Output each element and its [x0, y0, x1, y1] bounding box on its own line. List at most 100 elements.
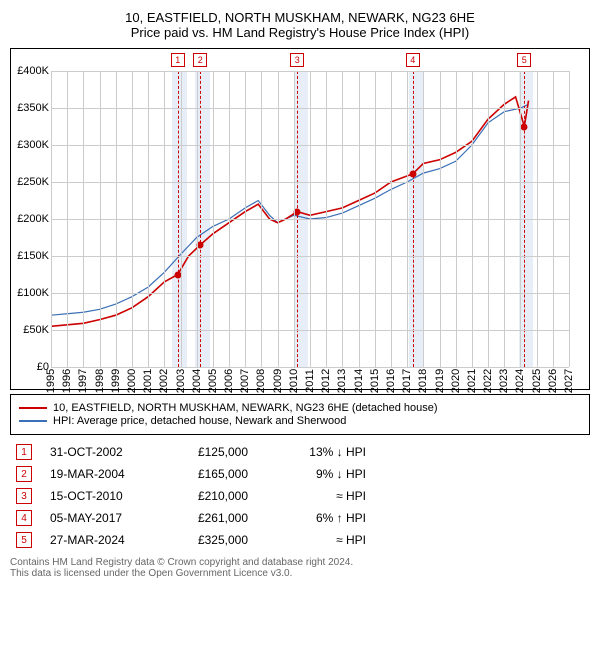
row-marker: 3	[16, 488, 32, 504]
chart-title: 10, EASTFIELD, NORTH MUSKHAM, NEWARK, NG…	[10, 10, 590, 25]
gridline-v	[181, 71, 182, 367]
y-tick: £150K	[11, 250, 49, 262]
x-tick: 1996	[61, 369, 73, 393]
row-marker: 5	[16, 532, 32, 548]
x-tick: 2027	[563, 369, 575, 393]
sale-marker: 2	[193, 53, 207, 67]
footer-line-2: This data is licensed under the Open Gov…	[10, 568, 590, 579]
x-tick: 2008	[255, 369, 267, 393]
chart-subtitle: Price paid vs. HM Land Registry's House …	[10, 25, 590, 40]
row-price: £261,000	[168, 511, 248, 525]
table-row: 131-OCT-2002£125,00013% ↓ HPI	[10, 441, 590, 463]
legend-label: 10, EASTFIELD, NORTH MUSKHAM, NEWARK, NG…	[53, 402, 438, 414]
row-date: 31-OCT-2002	[50, 445, 150, 459]
x-tick: 2012	[320, 369, 332, 393]
x-tick: 1998	[94, 369, 106, 393]
legend-swatch	[19, 420, 47, 422]
legend-swatch	[19, 407, 47, 409]
gridline-v	[488, 71, 489, 367]
sale-point	[197, 241, 204, 248]
sale-marker: 1	[171, 53, 185, 67]
y-tick: £300K	[11, 139, 49, 151]
x-tick: 2001	[142, 369, 154, 393]
gridline-v	[456, 71, 457, 367]
footer-line-1: Contains HM Land Registry data © Crown c…	[10, 557, 590, 568]
row-delta: 6% ↑ HPI	[266, 511, 366, 525]
gridline-v	[391, 71, 392, 367]
gridline-v	[359, 71, 360, 367]
gridline-v	[553, 71, 554, 367]
y-tick: £400K	[11, 65, 49, 77]
gridline-v	[132, 71, 133, 367]
gridline-v	[504, 71, 505, 367]
row-price: £125,000	[168, 445, 248, 459]
row-delta: 13% ↓ HPI	[266, 445, 366, 459]
x-tick: 1997	[77, 369, 89, 393]
x-tick: 2025	[531, 369, 543, 393]
x-tick: 2023	[498, 369, 510, 393]
x-tick: 2002	[158, 369, 170, 393]
gridline-v	[67, 71, 68, 367]
table-row: 3 15-OCT-2010 £210,000 ≈ HPI	[10, 485, 590, 507]
y-tick: £250K	[11, 176, 49, 188]
gridline-v	[197, 71, 198, 367]
table-row: 219-MAR-2004£165,0009% ↓ HPI	[10, 463, 590, 485]
row-price: £210,000	[168, 489, 248, 503]
row-date: 05-MAY-2017	[50, 511, 150, 525]
gridline-v	[520, 71, 521, 367]
x-tick: 2003	[175, 369, 187, 393]
gridline-v	[472, 71, 473, 367]
sale-marker: 3	[290, 53, 304, 67]
row-delta: ≈ HPI	[266, 489, 366, 503]
x-tick: 2020	[450, 369, 462, 393]
x-tick: 2010	[288, 369, 300, 393]
gridline-v	[440, 71, 441, 367]
row-price: £325,000	[168, 533, 248, 547]
gridline-v	[278, 71, 279, 367]
x-tick: 2014	[353, 369, 365, 393]
y-tick: £100K	[11, 287, 49, 299]
sale-marker: 5	[517, 53, 531, 67]
sale-marker: 4	[406, 53, 420, 67]
legend-item: 10, EASTFIELD, NORTH MUSKHAM, NEWARK, NG…	[19, 402, 581, 414]
gridline-v	[261, 71, 262, 367]
gridline-v	[294, 71, 295, 367]
x-tick: 2005	[207, 369, 219, 393]
row-marker: 2	[16, 466, 32, 482]
chart-area: 12345 £0£50K£100K£150K£200K£250K£300K£35…	[10, 48, 590, 390]
row-date: 15-OCT-2010	[50, 489, 150, 503]
row-marker: 4	[16, 510, 32, 526]
y-tick: £50K	[11, 324, 49, 336]
x-tick: 2017	[401, 369, 413, 393]
x-tick: 2021	[466, 369, 478, 393]
gridline-v	[326, 71, 327, 367]
row-delta: ≈ HPI	[266, 533, 366, 547]
gridline-v	[569, 71, 570, 367]
gridline-v	[116, 71, 117, 367]
x-tick: 2015	[369, 369, 381, 393]
x-tick: 2026	[547, 369, 559, 393]
gridline-v	[245, 71, 246, 367]
table-row: 4 05-MAY-2017 £261,000 6% ↑ HPI	[10, 507, 590, 529]
gridline-v	[375, 71, 376, 367]
x-tick: 2022	[482, 369, 494, 393]
gridline-v	[51, 71, 52, 367]
gridline-v	[83, 71, 84, 367]
gridline-v	[407, 71, 408, 367]
x-tick: 2016	[385, 369, 397, 393]
x-tick: 2004	[191, 369, 203, 393]
sale-point	[521, 123, 528, 130]
row-delta: 9% ↓ HPI	[266, 467, 366, 481]
footer-text: Contains HM Land Registry data © Crown c…	[10, 557, 590, 579]
legend-item: HPI: Average price, detached house, Newa…	[19, 415, 581, 427]
x-tick: 2007	[239, 369, 251, 393]
x-tick: 2019	[434, 369, 446, 393]
x-tick: 2000	[126, 369, 138, 393]
gridline-v	[537, 71, 538, 367]
row-price: £165,000	[168, 467, 248, 481]
y-tick: £200K	[11, 213, 49, 225]
gridline-v	[213, 71, 214, 367]
x-tick: 2013	[336, 369, 348, 393]
x-tick: 2006	[223, 369, 235, 393]
x-tick: 1999	[110, 369, 122, 393]
